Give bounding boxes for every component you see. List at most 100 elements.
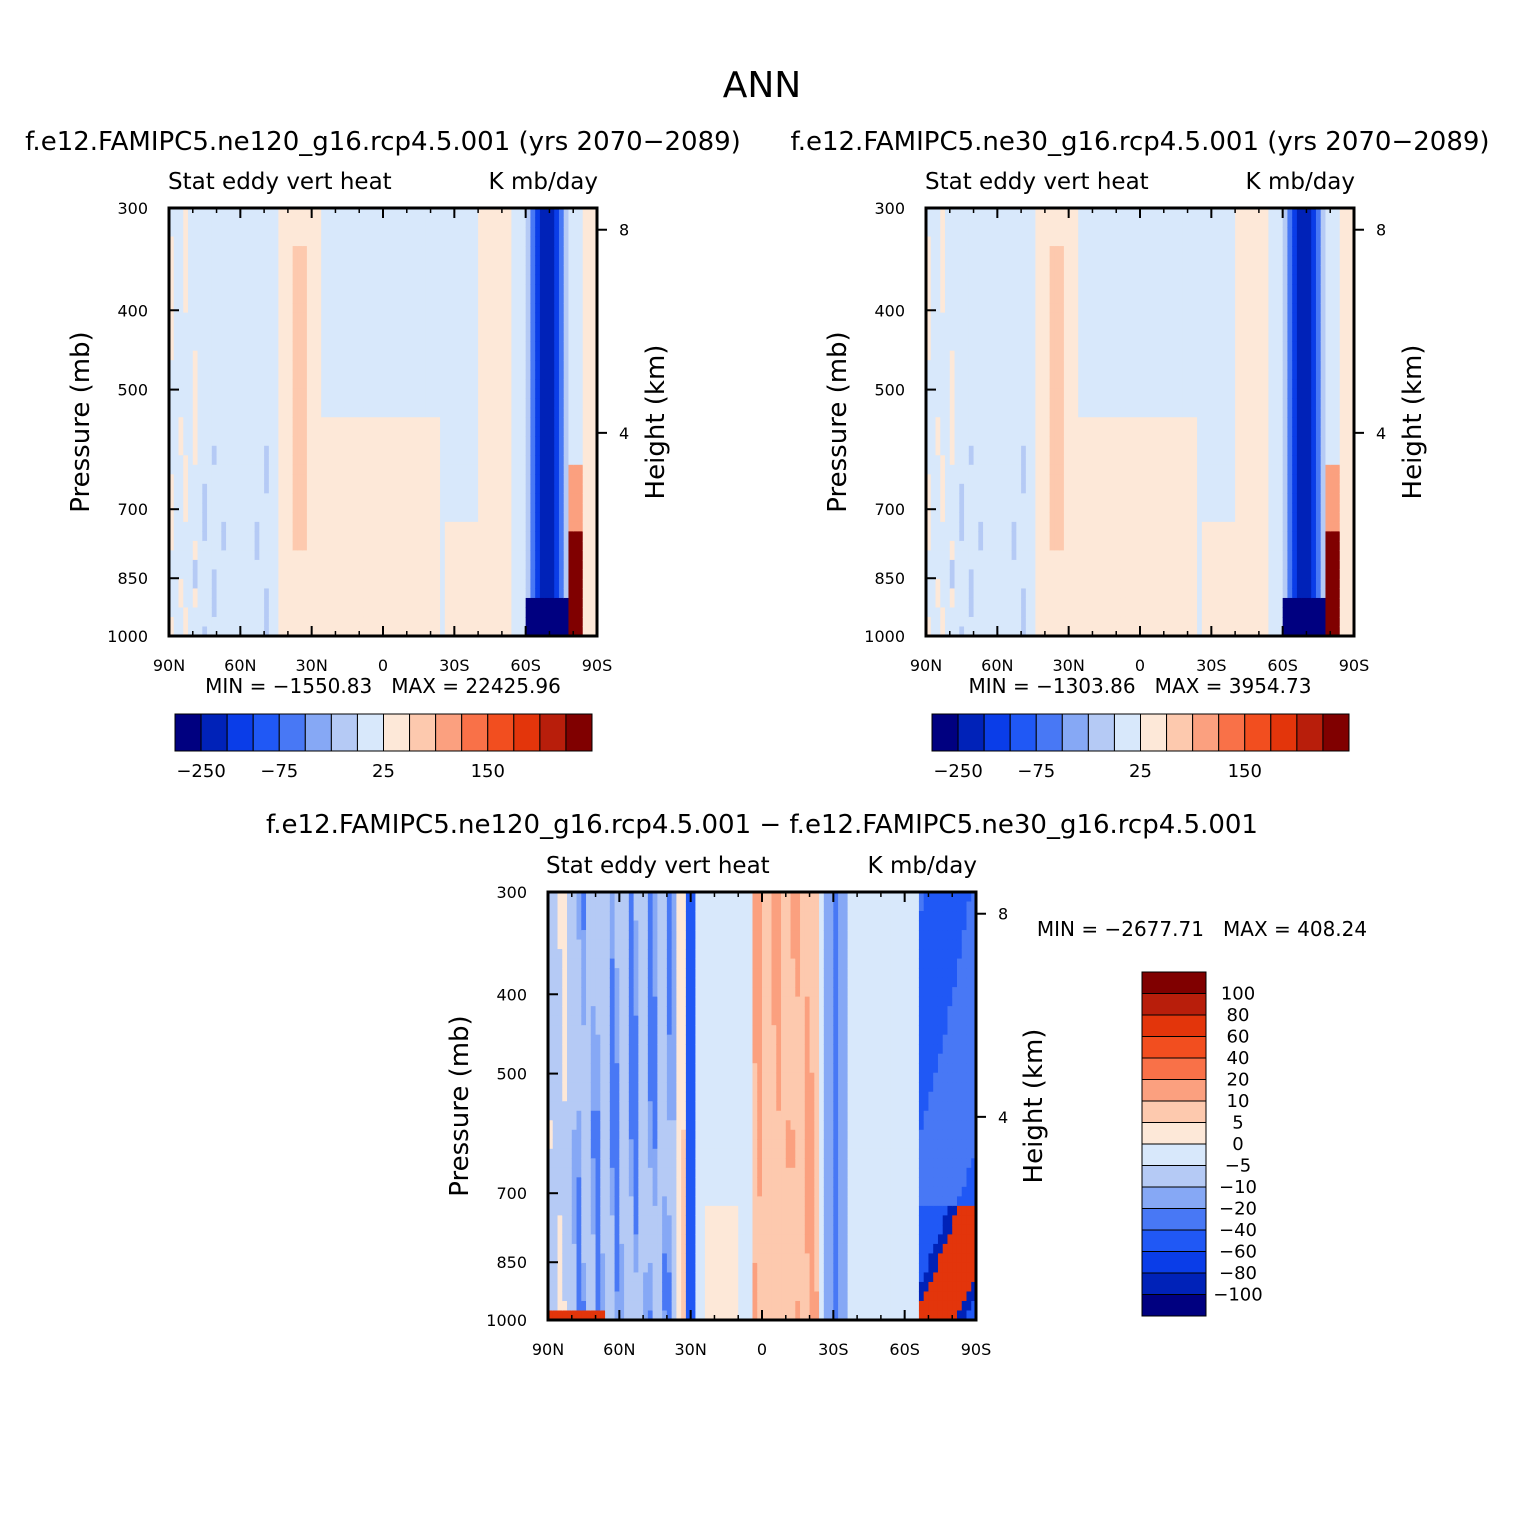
field-cell xyxy=(368,293,375,304)
field-cell xyxy=(592,512,598,523)
field-cell xyxy=(511,436,517,447)
field-cell xyxy=(468,474,474,485)
field-cell xyxy=(178,426,184,437)
field-cell xyxy=(487,303,493,314)
field-cell xyxy=(1006,350,1013,361)
field-cell xyxy=(402,208,408,219)
field-cell xyxy=(349,293,356,304)
field-cell xyxy=(954,483,960,494)
field-cell xyxy=(354,255,360,266)
field-cell xyxy=(340,521,346,532)
field-cell xyxy=(454,483,460,494)
field-cell xyxy=(197,550,203,561)
field-cell xyxy=(349,417,356,428)
field-cell xyxy=(216,445,222,456)
field-cell xyxy=(463,265,470,276)
field-cell xyxy=(573,483,579,494)
field-cell xyxy=(949,379,956,390)
field-cell xyxy=(292,398,298,409)
field-cell xyxy=(935,341,941,352)
field-cell xyxy=(354,426,360,437)
field-cell xyxy=(306,436,313,447)
field-cell xyxy=(411,388,417,399)
field-cell xyxy=(207,417,213,428)
field-cell xyxy=(287,540,294,551)
field-cell xyxy=(230,303,237,314)
field-cell xyxy=(987,474,994,485)
field-cell xyxy=(178,616,184,628)
field-cell xyxy=(463,246,470,257)
field-cell xyxy=(197,569,203,580)
field-cell xyxy=(268,284,275,295)
field-cell xyxy=(968,588,975,599)
field-cell xyxy=(558,379,565,390)
field-cell xyxy=(359,531,365,542)
field-cell xyxy=(430,388,436,399)
field-cell xyxy=(240,350,246,361)
field-cell xyxy=(978,559,984,571)
field-cell xyxy=(335,236,341,247)
field-cell xyxy=(254,474,260,485)
field-cell xyxy=(378,483,384,494)
field-cell xyxy=(321,588,327,599)
field-cell xyxy=(935,474,941,485)
field-cell xyxy=(302,407,308,418)
field-cell xyxy=(516,569,522,580)
field-cell xyxy=(273,626,279,637)
field-cell xyxy=(335,455,341,466)
field-cell xyxy=(473,360,479,371)
field-cell xyxy=(254,426,260,437)
field-cell xyxy=(192,578,199,590)
field-cell xyxy=(435,626,441,637)
field-cell xyxy=(383,331,389,342)
field-cell xyxy=(425,255,432,266)
field-cell xyxy=(254,502,260,513)
field-cell xyxy=(278,464,284,475)
field-cell xyxy=(306,483,313,494)
field-cell xyxy=(501,341,508,352)
field-cell xyxy=(421,312,427,323)
field-cell xyxy=(173,398,180,409)
field-cell xyxy=(949,578,956,590)
field-cell xyxy=(568,455,574,466)
field-cell xyxy=(573,407,579,418)
field-cell xyxy=(577,236,584,247)
field-cell xyxy=(511,303,517,314)
field-cell xyxy=(397,208,403,219)
field-cell xyxy=(954,474,960,485)
field-cell xyxy=(935,493,941,504)
field-cell xyxy=(525,303,532,314)
field-cell xyxy=(254,455,260,466)
field-cell xyxy=(1002,521,1008,532)
field-cell xyxy=(945,341,951,352)
field-cell xyxy=(387,426,394,437)
field-cell xyxy=(169,417,175,428)
field-cell xyxy=(306,569,313,580)
field-cell xyxy=(273,483,279,494)
field-cell xyxy=(997,483,1003,494)
field-cell xyxy=(478,312,484,323)
field-cell xyxy=(273,540,279,551)
field-cell xyxy=(558,312,565,323)
field-cell xyxy=(945,531,951,542)
field-cell xyxy=(207,379,213,390)
field-cell xyxy=(940,388,946,399)
field-cell xyxy=(497,312,503,323)
field-cell xyxy=(202,293,208,304)
field-cell xyxy=(492,474,498,485)
field-cell xyxy=(463,312,470,323)
field-cell xyxy=(335,588,341,599)
field-cell xyxy=(416,331,422,342)
field-cell xyxy=(516,341,522,352)
field-cell xyxy=(506,246,512,257)
field-cell xyxy=(573,208,579,219)
field-cell xyxy=(478,293,484,304)
field-cell xyxy=(254,550,260,561)
field-cell xyxy=(373,312,379,323)
field-cell xyxy=(169,398,175,409)
field-cell xyxy=(197,227,203,238)
field-cell xyxy=(183,255,189,266)
field-cell xyxy=(454,379,460,390)
field-cell xyxy=(987,322,994,333)
field-cell xyxy=(463,284,470,295)
